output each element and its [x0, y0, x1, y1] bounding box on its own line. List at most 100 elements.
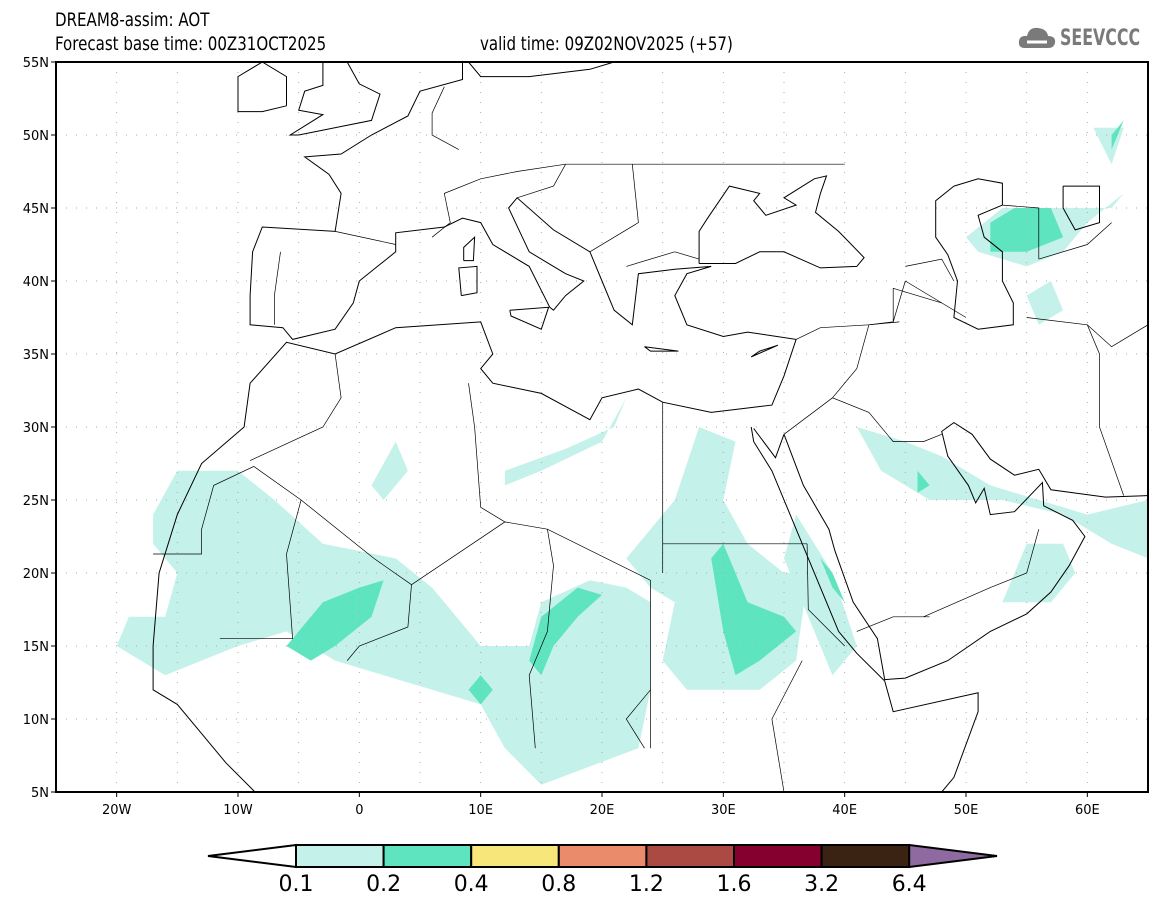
lat-tick-label: 35N — [23, 348, 49, 363]
aot-contour-0.2-0.4-7 — [1111, 120, 1124, 150]
colorbar-under-arrow — [207, 843, 297, 869]
colorbar-label: 0.4 — [454, 872, 489, 897]
country-border — [856, 616, 930, 632]
country-border — [516, 163, 845, 199]
coastline — [753, 428, 785, 459]
lon-tick-label: 10W — [223, 803, 253, 818]
lat-tick-label: 55N — [23, 56, 49, 71]
aot-contour-0.1-0.2-3 — [504, 397, 627, 486]
colorbar-segment — [733, 844, 823, 868]
country-border — [923, 529, 1040, 618]
colorbar-segment — [645, 844, 736, 868]
lat-tick-label: 20N — [23, 567, 49, 582]
country-border — [674, 251, 700, 260]
country-border — [468, 383, 506, 523]
colorbar-label: 0.2 — [366, 872, 401, 897]
country-border — [335, 231, 396, 245]
country-border — [1002, 204, 1040, 260]
country-border — [795, 321, 900, 340]
aot-contour-0.2-0.4-5 — [990, 208, 1064, 252]
aot-contour-0.2-0.4-6 — [917, 470, 930, 493]
aot-contour-0.2-0.4-1 — [529, 587, 602, 676]
country-border — [431, 163, 566, 238]
country-border — [300, 499, 412, 661]
lon-tick-label: 0 — [355, 803, 363, 818]
aot-contour-0.1-0.2-9 — [1093, 127, 1124, 165]
coastline — [288, 62, 381, 136]
country-border — [1026, 317, 1148, 348]
colorbar-label: 6.4 — [892, 872, 927, 897]
colorbar-label: 3.2 — [804, 872, 839, 897]
colorbar-label: 1.2 — [629, 872, 664, 897]
cloud-icon — [1018, 27, 1056, 48]
colorbar-segment — [470, 844, 560, 868]
country-border — [806, 543, 845, 647]
country-border — [249, 353, 342, 461]
country-border — [528, 529, 554, 749]
country-border — [431, 86, 459, 150]
colorbar-label: 0.8 — [541, 872, 576, 897]
lat-tick-label: 5N — [31, 786, 49, 801]
coastline — [750, 344, 779, 358]
lon-tick-label: 60E — [1075, 803, 1100, 818]
lon-tick-label: 30E — [711, 803, 736, 818]
aot-contour-0.2-0.4-0 — [286, 580, 384, 661]
coastline — [644, 346, 679, 352]
seevccc-logo: SEEVCCC — [1017, 24, 1160, 52]
coastline — [1062, 185, 1100, 231]
country-border — [1086, 324, 1125, 496]
country-border — [892, 287, 942, 322]
forecast-base-time: Forecast base time: 00Z31OCT2025 — [55, 33, 327, 55]
lon-tick-label: 10E — [468, 803, 493, 818]
coastline — [509, 306, 550, 330]
country-border — [625, 689, 651, 749]
country-border — [274, 251, 281, 325]
lat-tick-label: 15N — [23, 640, 49, 655]
aot-contour-0.1-0.2-8 — [1026, 281, 1064, 325]
colorbar-segment — [820, 844, 911, 868]
colorbar-segment — [557, 844, 648, 868]
country-border — [905, 258, 955, 282]
aot-contour-0.1-0.2-6 — [1002, 543, 1076, 603]
coastline — [935, 178, 1014, 330]
lat-tick-label: 40N — [23, 275, 49, 290]
lat-tick-label: 25N — [23, 494, 49, 509]
aot-contour-0.1-0.2-5 — [856, 427, 1148, 559]
country-border — [589, 164, 639, 253]
country-border — [1038, 222, 1112, 260]
aot-contour-0.1-0.2-2 — [784, 514, 857, 676]
country-border — [626, 251, 675, 267]
coastline — [458, 265, 478, 297]
lat-tick-label: 45N — [23, 202, 49, 217]
colorbar-segment — [295, 844, 385, 868]
lat-tick-label: 30N — [23, 421, 49, 436]
colorbar-segment — [382, 844, 473, 868]
country-border — [153, 465, 302, 640]
logo-text: SEEVCCC — [1060, 25, 1141, 51]
coastline — [237, 62, 287, 113]
coastline — [463, 235, 476, 262]
lat-tick-label: 50N — [23, 129, 49, 144]
country-border — [783, 397, 942, 442]
country-border — [905, 280, 967, 318]
coastline — [698, 175, 865, 269]
coastline — [783, 421, 1148, 681]
country-border — [832, 280, 906, 399]
lon-tick-label: 20E — [590, 803, 615, 818]
lon-tick-label: 50E — [954, 803, 979, 818]
colorbar-over-arrow — [908, 843, 998, 869]
lon-tick-label: 20W — [102, 803, 132, 818]
valid-time: valid time: 09Z02NOV2025 (+57) — [480, 33, 733, 55]
colorbar-label: 1.6 — [717, 872, 752, 897]
lat-tick-label: 10N — [23, 713, 49, 728]
coastline — [152, 646, 256, 792]
coastline — [750, 426, 979, 792]
aot-contour-0.2-0.4-4 — [820, 558, 845, 603]
aot-contour-0.1-0.2-4 — [371, 441, 408, 500]
lon-tick-label: 40E — [832, 803, 857, 818]
coastline — [468, 62, 615, 78]
colorbar-label: 0.1 — [279, 872, 314, 897]
aot-contour-0.1-0.2-0 — [116, 470, 651, 785]
